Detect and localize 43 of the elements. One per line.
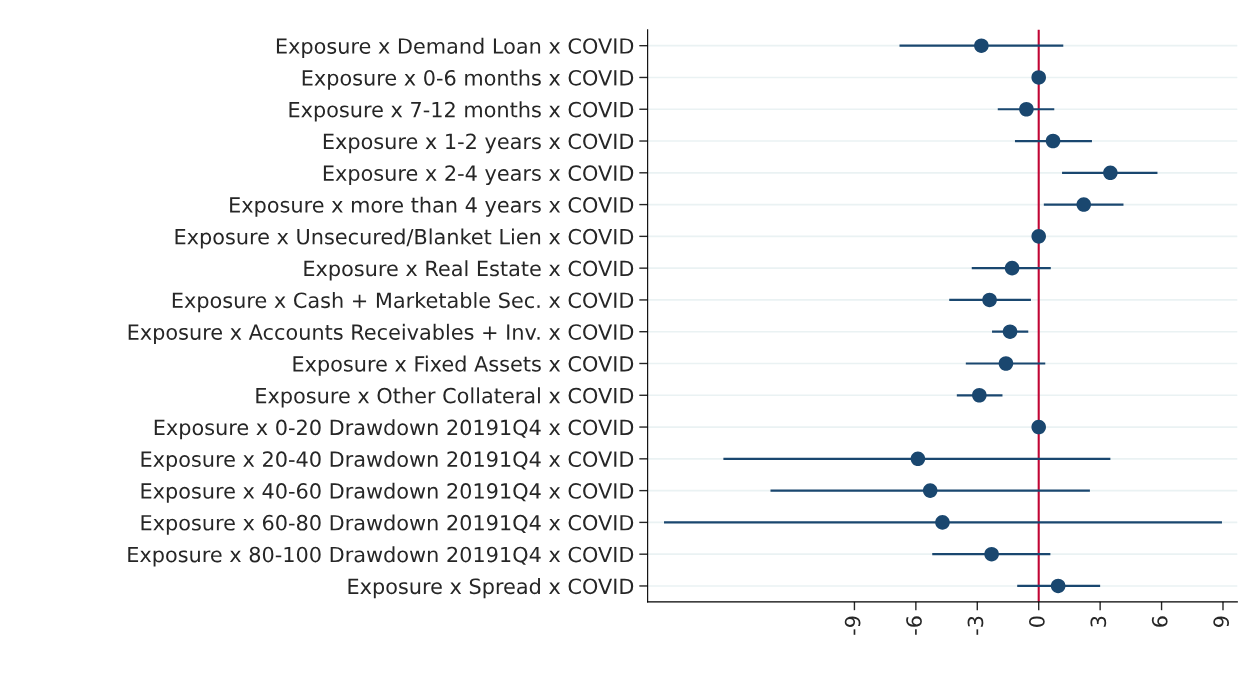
x-tick-label: 6 [1151, 616, 1168, 627]
point [1004, 260, 1020, 276]
point [1103, 165, 1118, 181]
point [972, 387, 987, 403]
x-tick-label: -3 [967, 616, 984, 635]
x-tick-label: -6 [906, 616, 922, 635]
point [1031, 419, 1046, 435]
y-tick-label: Exposure x Real Estate x COVID [304, 260, 634, 281]
point [935, 515, 950, 530]
y-tick-label: Exposure x Demand Loan x COVID [276, 37, 634, 58]
point [1019, 101, 1034, 117]
point [1076, 197, 1092, 212]
point [1045, 133, 1061, 149]
point [984, 546, 999, 562]
y-tick-label: Exposure x Spread x COVID [348, 578, 634, 599]
y-tick-label: Exposure x 1-2 years x COVID [323, 133, 634, 154]
y-tick-label: Exposure x Unsecured/Blanket Lien x COVID [175, 228, 634, 249]
y-tick-label: Exposure x 20-40 Drawdown 20191Q4 x COVID [141, 450, 634, 472]
y-tick-label: Exposure x 0-20 Drawdown 20191Q4 x COVID [154, 419, 634, 440]
y-tick-label: Exposure x Fixed Assets x COVID [293, 355, 634, 376]
y-tick-label: Exposure x 7-12 months x COVID [289, 101, 634, 122]
x-tick-label: 0 [1029, 616, 1045, 627]
point [1031, 229, 1046, 244]
y-tick-label: Exposure x more than 4 years x COVID [230, 196, 634, 217]
x-tick-label: 9 [1213, 616, 1230, 627]
y-tick-label: Exposure x Cash + Marketable Sec. x COVID [172, 292, 634, 313]
x-tick-label: -9 [844, 616, 861, 635]
point [922, 483, 938, 498]
y-tick-label: Exposure x 60-80 Drawdown 20191Q4 x COVID [141, 514, 634, 535]
y-tick-label: Exposure x 0-6 months x COVID [302, 69, 634, 90]
y-tick-label: Exposure x 2-4 years x COVID [323, 165, 634, 186]
y-tick-label: Exposure x Other Collateral x COVID [256, 387, 634, 408]
point [998, 356, 1014, 371]
point [974, 38, 989, 53]
point [982, 292, 997, 308]
point [1002, 324, 1018, 339]
x-tick-label: 3 [1090, 616, 1107, 627]
y-tick-label: Exposure x 40-60 Drawdown 20191Q4 x COVID [141, 482, 634, 503]
y-tick-label: Exposure x Accounts Receivables + Inv. x COVID [128, 323, 634, 344]
point [1031, 70, 1046, 85]
point [910, 451, 926, 467]
point [1050, 578, 1066, 594]
y-tick-label: Exposure x 80-100 Drawdown 20191Q4 x COVID [128, 546, 634, 567]
